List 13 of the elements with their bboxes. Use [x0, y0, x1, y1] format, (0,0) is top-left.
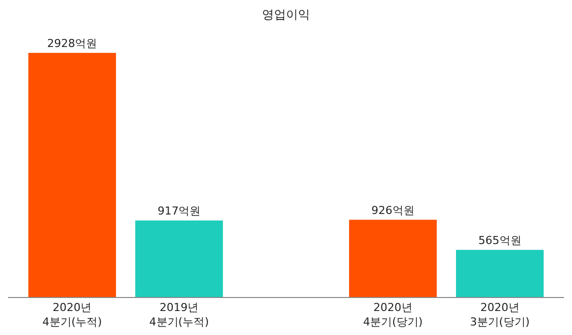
- x-tick-label: 2019년 4분기(누적): [149, 301, 209, 328]
- bar: [28, 52, 116, 297]
- chart-title: 영업이익: [262, 7, 310, 22]
- data-label: 565억원: [478, 234, 522, 247]
- data-label: 2928억원: [47, 36, 98, 50]
- bar: [456, 250, 544, 297]
- x-tick-label: 2020년 4분기(당기): [363, 301, 423, 328]
- bar: [349, 220, 437, 297]
- bar: [135, 220, 223, 297]
- data-label: 917억원: [158, 204, 201, 218]
- x-tick-label: 2020년 3분기(당기): [470, 301, 530, 328]
- data-label: 926억원: [371, 204, 414, 217]
- x-tick-label: 2020년 4분기(누적): [42, 301, 102, 328]
